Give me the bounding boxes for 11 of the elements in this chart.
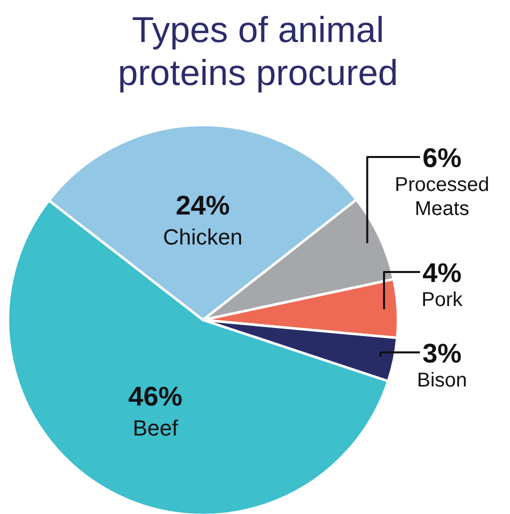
- data-label: 24%: [176, 190, 230, 221]
- slice-label: Chicken: [162, 224, 242, 250]
- data-label: 4%: [422, 258, 462, 288]
- slice-label: Pork: [421, 288, 464, 311]
- data-label: 3%: [422, 338, 462, 368]
- data-label: 46%: [128, 381, 182, 412]
- slice-label: Processed Meats: [394, 174, 490, 220]
- slice-label: Bison: [416, 369, 468, 392]
- slice-label: Beef: [132, 415, 179, 440]
- data-label: 6%: [422, 143, 462, 174]
- chart-title: Types of animal proteins procured: [118, 9, 398, 93]
